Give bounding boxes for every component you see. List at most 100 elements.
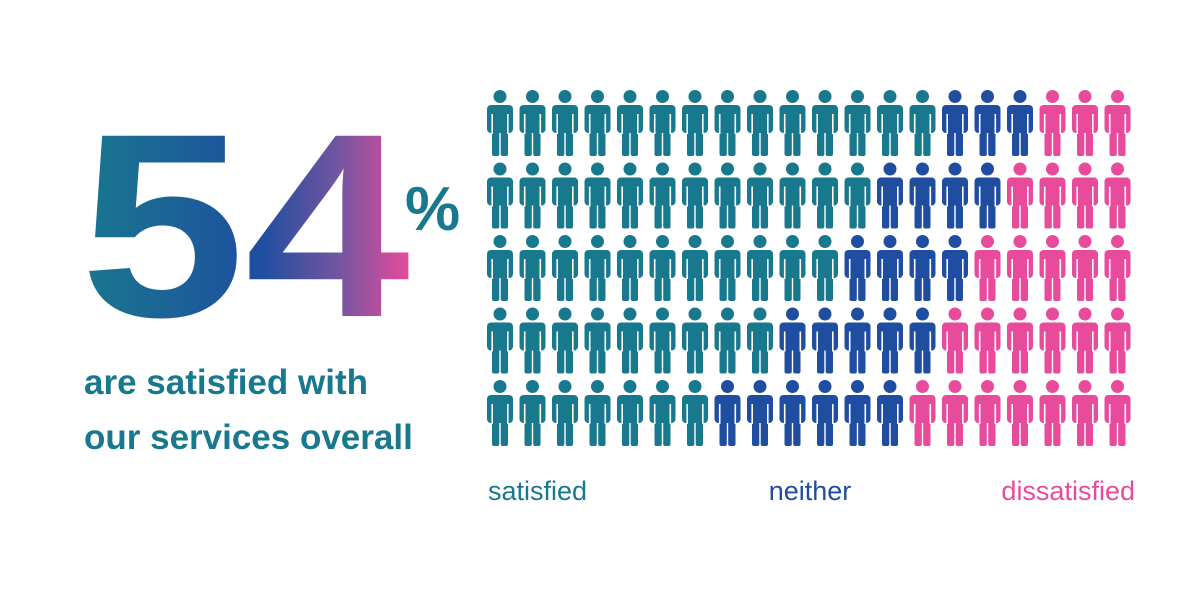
icon-leg bbox=[882, 128, 890, 156]
icon-leg bbox=[923, 418, 931, 446]
person-icon bbox=[682, 380, 708, 446]
icon-body bbox=[682, 177, 708, 206]
person-icon bbox=[942, 235, 968, 301]
person-icon bbox=[1104, 307, 1131, 374]
icon-head bbox=[851, 90, 864, 103]
icon-body bbox=[747, 250, 773, 278]
icon-head bbox=[526, 162, 539, 176]
person-icon bbox=[584, 307, 611, 374]
icon-head bbox=[916, 380, 929, 393]
person-icon bbox=[779, 235, 806, 301]
person-icon bbox=[519, 380, 546, 446]
icon-leg bbox=[890, 418, 898, 446]
icon-leg bbox=[752, 128, 760, 156]
icon-leg bbox=[752, 200, 760, 229]
icon-head bbox=[1111, 235, 1124, 248]
icon-leg bbox=[825, 345, 833, 374]
person-icon bbox=[974, 307, 1001, 374]
icon-head bbox=[851, 380, 864, 393]
icon-leg bbox=[793, 273, 801, 301]
person-icon bbox=[877, 162, 903, 229]
icon-leg bbox=[825, 273, 833, 301]
icon-leg bbox=[1044, 345, 1052, 374]
icon-body bbox=[682, 395, 708, 423]
icon-leg bbox=[849, 128, 857, 156]
icon-head bbox=[948, 90, 962, 103]
icon-head bbox=[493, 162, 507, 176]
icon-head bbox=[656, 307, 669, 321]
icon-head bbox=[981, 162, 994, 176]
person-icon bbox=[682, 162, 708, 229]
person-icon bbox=[682, 307, 708, 374]
icon-leg bbox=[719, 128, 727, 156]
icon-head bbox=[721, 307, 734, 321]
icon-leg bbox=[1118, 200, 1126, 229]
headline-number: 54 bbox=[80, 79, 412, 372]
icon-leg bbox=[622, 418, 630, 446]
icon-body bbox=[974, 395, 1001, 423]
icon-body bbox=[682, 105, 708, 133]
icon-head bbox=[1078, 162, 1092, 176]
person-icon bbox=[779, 90, 806, 156]
icon-leg bbox=[565, 273, 573, 301]
person-icon bbox=[1007, 235, 1033, 301]
icon-body bbox=[812, 395, 838, 423]
icon-body bbox=[552, 177, 578, 206]
icon-leg bbox=[1012, 128, 1020, 156]
person-icon bbox=[844, 235, 871, 301]
person-icon bbox=[617, 380, 643, 446]
icon-leg bbox=[557, 345, 565, 374]
icon-head bbox=[526, 235, 539, 248]
icon-leg bbox=[979, 200, 987, 229]
icon-leg bbox=[947, 200, 955, 229]
icon-leg bbox=[565, 200, 573, 229]
icon-head bbox=[981, 90, 994, 103]
icon-leg bbox=[630, 273, 638, 301]
icon-leg bbox=[914, 200, 922, 229]
icon-leg bbox=[622, 273, 630, 301]
icon-head bbox=[493, 380, 507, 393]
icon-leg bbox=[598, 273, 606, 301]
person-icon bbox=[812, 307, 838, 374]
icon-leg bbox=[817, 128, 825, 156]
icon-leg bbox=[817, 200, 825, 229]
icon-body bbox=[747, 322, 773, 351]
icon-body bbox=[909, 395, 936, 423]
icon-leg bbox=[565, 345, 573, 374]
icon-leg bbox=[687, 128, 695, 156]
icon-head bbox=[916, 307, 929, 321]
icon-body bbox=[649, 105, 676, 133]
icon-body bbox=[487, 105, 513, 133]
icon-leg bbox=[955, 128, 963, 156]
person-icon bbox=[584, 380, 611, 446]
icon-leg bbox=[1077, 418, 1085, 446]
icon-leg bbox=[1044, 200, 1052, 229]
icon-leg bbox=[1012, 418, 1020, 446]
icon-body bbox=[649, 177, 676, 206]
icon-head bbox=[1111, 90, 1124, 103]
icon-leg bbox=[589, 128, 597, 156]
icon-body bbox=[487, 395, 513, 423]
icon-head bbox=[721, 90, 734, 103]
icon-body bbox=[877, 105, 903, 133]
person-icon bbox=[1072, 380, 1098, 446]
icon-head bbox=[558, 307, 572, 321]
icon-body bbox=[1039, 250, 1066, 278]
icon-body bbox=[552, 105, 578, 133]
person-icon bbox=[779, 162, 806, 229]
person-icon bbox=[844, 90, 871, 156]
icon-body bbox=[1007, 177, 1033, 206]
icon-leg bbox=[955, 418, 963, 446]
icon-body bbox=[1007, 250, 1033, 278]
icon-head bbox=[786, 380, 799, 393]
icon-leg bbox=[849, 418, 857, 446]
person-icon bbox=[519, 162, 546, 229]
person-icon bbox=[649, 307, 676, 374]
person-icon bbox=[1007, 162, 1033, 229]
person-icon bbox=[584, 90, 611, 156]
icon-leg bbox=[914, 418, 922, 446]
person-icon bbox=[552, 307, 578, 374]
person-icon bbox=[617, 162, 643, 229]
icon-leg bbox=[784, 128, 792, 156]
icon-head bbox=[883, 162, 897, 176]
